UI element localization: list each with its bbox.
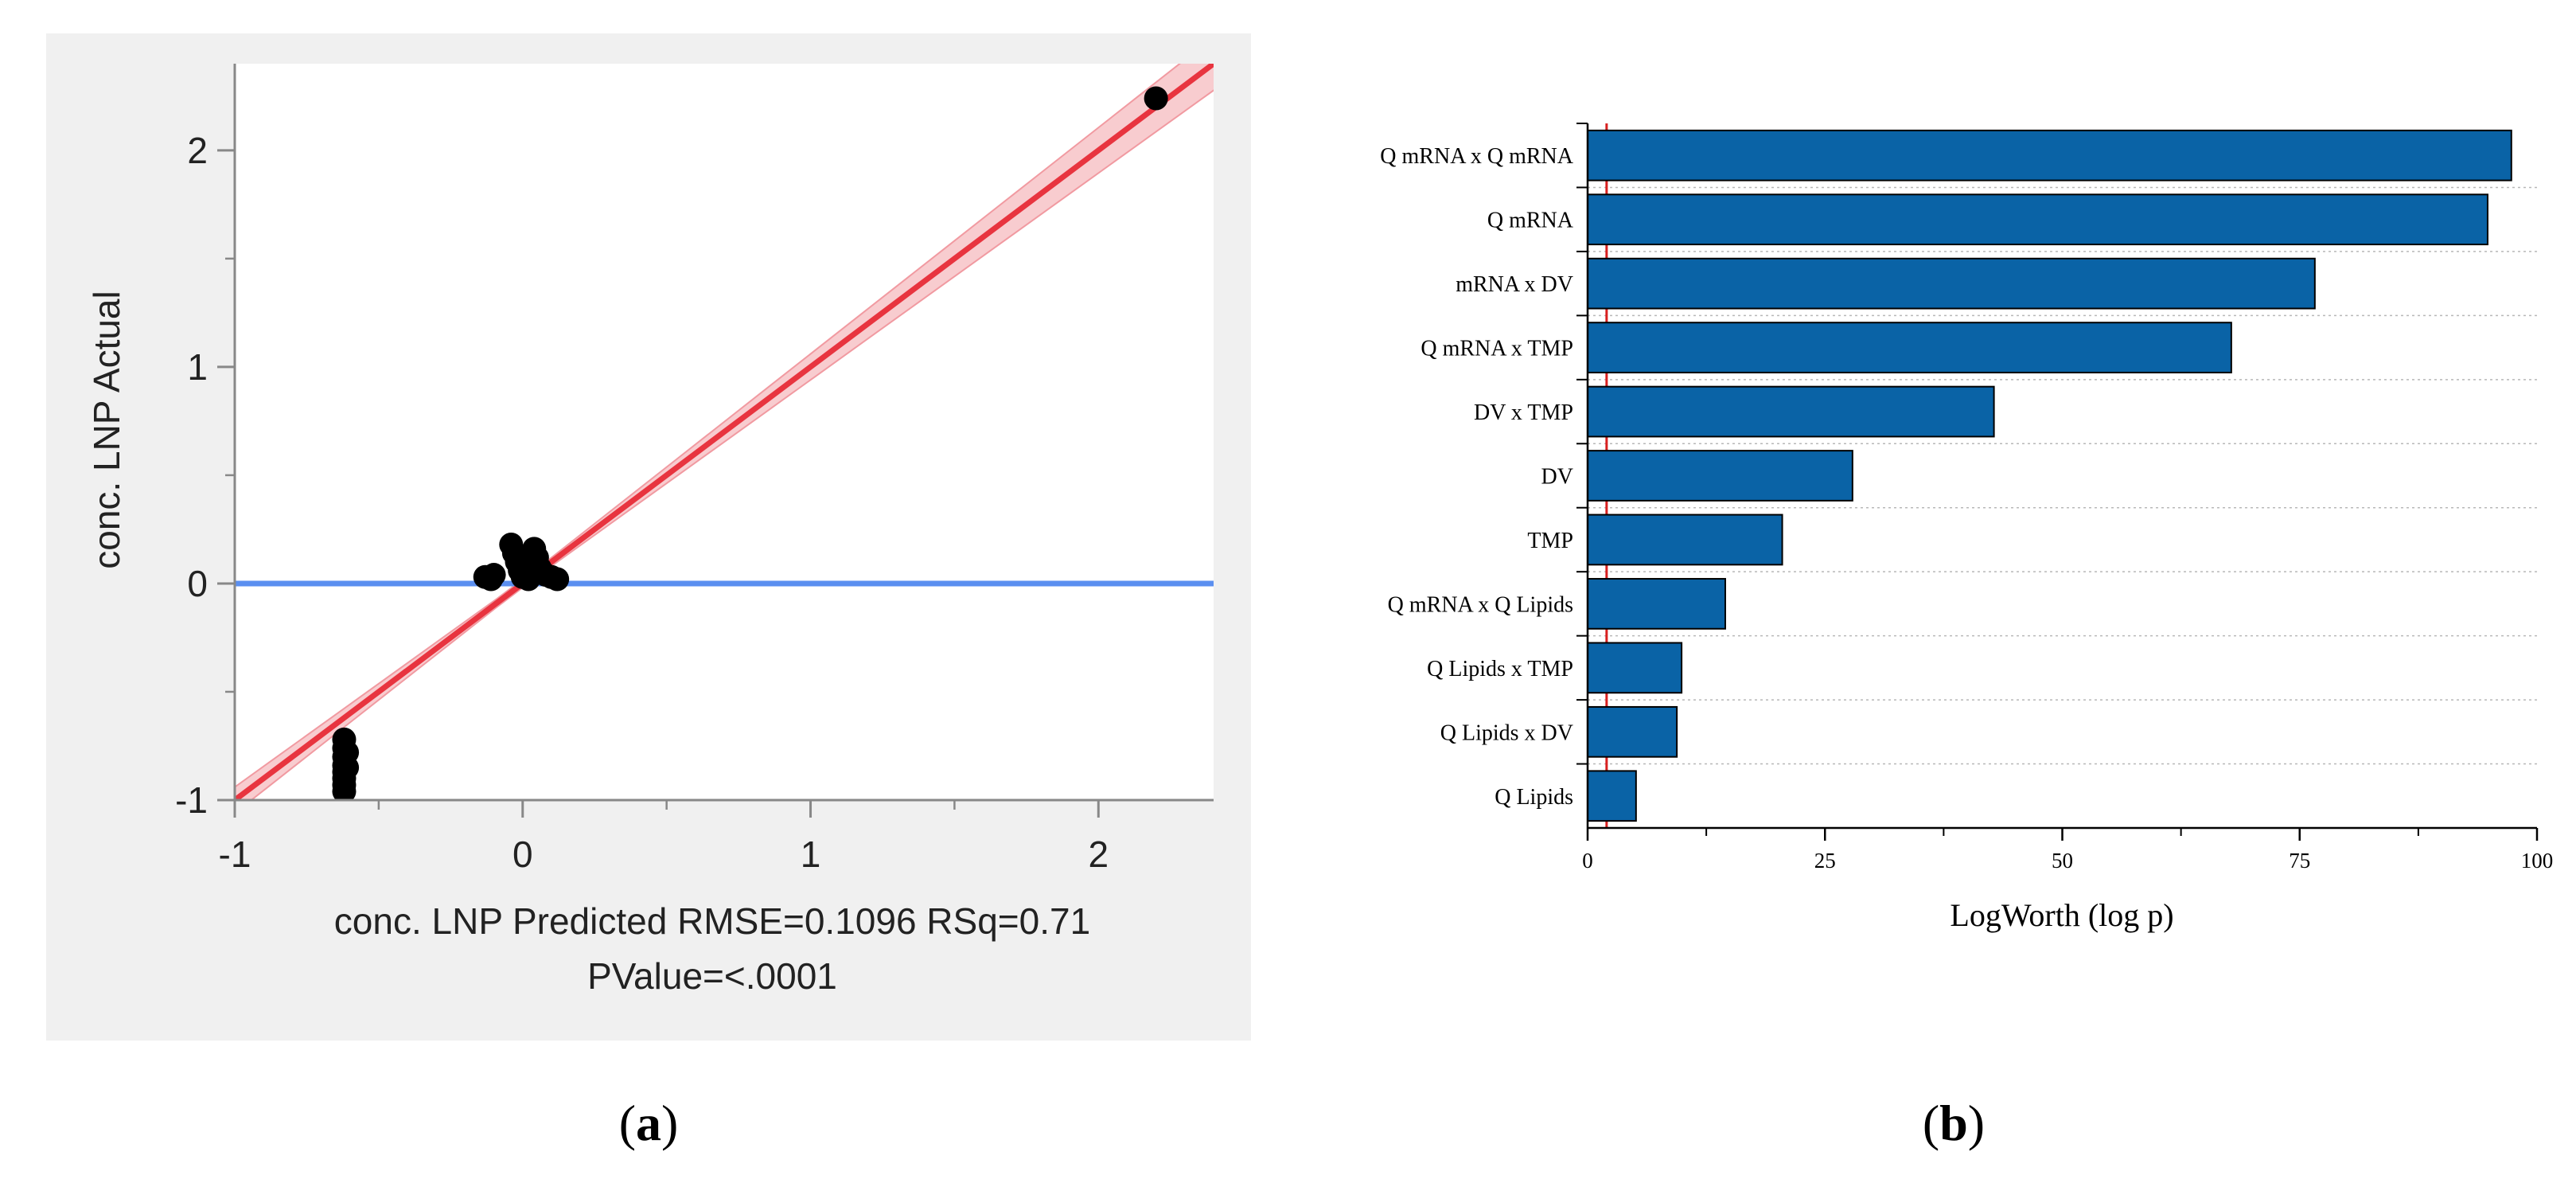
bar <box>1587 385 1995 438</box>
panel-a-y-ticks: -1 0 1 2 <box>175 130 235 821</box>
category-label: DV x TMP <box>1474 400 1573 425</box>
bar <box>1587 322 2232 373</box>
scatter-points <box>332 86 1168 800</box>
x-tick-label: 1 <box>801 834 821 875</box>
panel-b-caption: (b) <box>1923 1095 1985 1151</box>
panel-a-letter: a <box>636 1095 661 1151</box>
category-label: Q Lipids <box>1495 785 1573 810</box>
svg-text:(b): (b) <box>1923 1095 1985 1151</box>
panel-b-x-ticks: 0 25 50 75 100 <box>1582 828 2553 873</box>
scatter-point <box>1144 86 1168 111</box>
panel-b-category-labels: Q mRNA x Q mRNA Q mRNA mRNA x DV Q mRNA x T… <box>1380 123 1588 810</box>
y-tick-label: 2 <box>187 130 208 171</box>
x-tick-label: 0 <box>1582 849 1593 873</box>
panel-a-x-ticks: -1 0 1 2 <box>219 800 1109 875</box>
bar <box>1587 129 2512 182</box>
x-tick-label: 0 <box>512 834 533 875</box>
bar <box>1587 450 1853 502</box>
scatter-point <box>335 756 360 780</box>
x-tick-label: 75 <box>2289 849 2310 873</box>
svg-text:(a): (a) <box>619 1095 679 1151</box>
x-tick-label: 2 <box>1088 834 1109 875</box>
panel-a: -1 0 1 2 -1 0 1 2 conc. LNP Predicted RMSE=0.1… <box>46 33 1251 1041</box>
x-tick-label: 25 <box>1814 849 1836 873</box>
category-label: Q mRNA x TMP <box>1421 337 1573 361</box>
bar <box>1587 257 2316 310</box>
y-tick-label: 1 <box>187 346 208 388</box>
scatter-point <box>332 779 357 800</box>
x-tick-label: 100 <box>2521 849 2554 873</box>
category-label: Q mRNA x Q mRNA <box>1380 144 1573 169</box>
x-tick-label: -1 <box>219 834 251 875</box>
category-label: DV <box>1541 465 1573 490</box>
panel-a-x-label-line1: conc. LNP Predicted RMSE=0.1096 RSq=0.71 <box>334 900 1090 942</box>
y-tick-label: -1 <box>175 779 208 821</box>
category-label: Q Lipids x TMP <box>1427 657 1573 681</box>
category-label: mRNA x DV <box>1456 272 1573 297</box>
bar <box>1587 705 1678 758</box>
scatter-point <box>545 567 570 592</box>
bar <box>1587 770 1637 822</box>
panel-a-x-label-line2: PValue=<.0001 <box>587 955 837 997</box>
panel-b-bars <box>1587 129 2512 822</box>
x-tick-label: 50 <box>2052 849 2073 873</box>
category-label: Q mRNA x Q Lipids <box>1388 592 1573 617</box>
panel-a-y-label: conc. LNP Actual <box>86 291 127 568</box>
panel-b-letter: b <box>1939 1095 1968 1151</box>
category-label: Q mRNA <box>1487 209 1574 233</box>
bar <box>1587 642 1683 694</box>
category-label: TMP <box>1527 529 1573 553</box>
panel-b: Q mRNA x Q mRNA Q mRNA mRNA x DV Q mRNA x T… <box>1380 123 2553 933</box>
category-label: Q Lipids x DV <box>1440 720 1573 745</box>
panel-a-caption: (a) <box>619 1095 679 1151</box>
bar <box>1587 578 1726 630</box>
scatter-point <box>481 563 506 588</box>
panel-b-x-label: LogWorth (log p) <box>1950 897 2173 933</box>
y-tick-label: 0 <box>187 563 208 604</box>
bar <box>1587 193 2488 246</box>
panel-b-gridlines <box>1588 186 2537 765</box>
bar <box>1587 513 1783 566</box>
fit-line <box>235 64 1214 800</box>
